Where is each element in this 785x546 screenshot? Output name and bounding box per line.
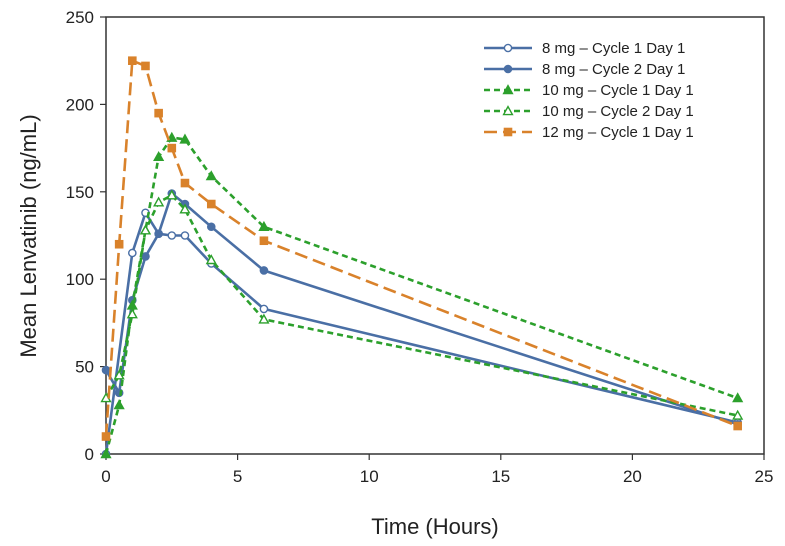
- legend-item: 8 mg – Cycle 2 Day 1: [484, 61, 685, 78]
- legend-marker: [502, 84, 514, 95]
- data-point: [153, 150, 165, 162]
- legend-label: 8 mg – Cycle 1 Day 1: [542, 40, 685, 57]
- data-point: [259, 236, 269, 246]
- data-point: [154, 229, 163, 239]
- y-tick-label: 150: [66, 183, 94, 202]
- data-point: [258, 313, 270, 324]
- data-point: [167, 143, 177, 153]
- series-1: [101, 208, 742, 459]
- data-point: [153, 196, 165, 207]
- y-tick-label: 0: [85, 445, 94, 464]
- y-axis-title: Mean Lenvatinib (ng/mL): [16, 114, 41, 357]
- series-line: [104, 194, 738, 417]
- legend-item: 10 mg – Cycle 2 Day 1: [484, 103, 694, 120]
- x-tick-label: 20: [623, 467, 642, 486]
- data-point: [179, 203, 191, 214]
- x-tick-label: 5: [233, 467, 242, 486]
- legend-marker: [503, 64, 513, 74]
- legend: 8 mg – Cycle 1 Day 1 8 mg – Cycle 2 Day 1…: [484, 40, 694, 141]
- series-5: [101, 56, 742, 441]
- data-point: [166, 189, 178, 200]
- data-point: [180, 231, 190, 240]
- y-tick-label: 50: [75, 358, 94, 377]
- y-axis-ticks: 0 50 100 150 200 250: [66, 8, 106, 464]
- data-point: [126, 308, 138, 319]
- data-point: [167, 231, 177, 240]
- data-point: [179, 133, 191, 144]
- data-point: [154, 108, 163, 118]
- data-point: [733, 421, 742, 431]
- series-line: [104, 136, 739, 455]
- data-point: [180, 178, 190, 188]
- data-point: [205, 254, 217, 265]
- data-point: [205, 170, 217, 181]
- data-point: [141, 61, 150, 71]
- series-line: [104, 211, 739, 455]
- legend-label: 10 mg – Cycle 2 Day 1: [542, 103, 694, 120]
- x-axis-ticks: 0 5 10 15 20 25: [101, 454, 773, 486]
- data-point: [113, 369, 125, 380]
- x-tick-label: 10: [360, 467, 379, 486]
- data-point: [101, 365, 111, 375]
- legend-marker: [503, 127, 513, 137]
- y-tick-label: 100: [66, 270, 94, 289]
- data-point: [128, 248, 137, 258]
- x-tick-label: 15: [491, 467, 510, 486]
- data-point: [101, 432, 111, 441]
- x-tick-label: 0: [101, 467, 110, 486]
- series-4: [100, 189, 744, 420]
- legend-label: 8 mg – Cycle 2 Day 1: [542, 61, 685, 78]
- data-point: [259, 266, 269, 275]
- legend-marker: [502, 105, 514, 116]
- series-layer: [100, 56, 744, 459]
- plot-area: [105, 16, 765, 455]
- y-tick-label: 250: [66, 8, 94, 27]
- data-point: [113, 399, 125, 410]
- series-3: [100, 131, 744, 459]
- legend-item: 12 mg – Cycle 1 Day 1: [484, 124, 694, 141]
- data-point: [732, 409, 744, 420]
- data-point: [128, 56, 137, 65]
- x-tick-label: 25: [755, 467, 774, 486]
- legend-label: 10 mg – Cycle 1 Day 1: [542, 82, 694, 99]
- legend-item: 8 mg – Cycle 1 Day 1: [484, 40, 685, 57]
- data-point: [258, 220, 270, 231]
- plot-frame: [105, 16, 765, 455]
- legend-marker: [503, 43, 513, 53]
- y-tick-label: 200: [66, 95, 94, 114]
- legend-item: 10 mg – Cycle 1 Day 1: [484, 82, 694, 99]
- data-point: [206, 199, 216, 209]
- x-axis-title: Time (Hours): [371, 514, 499, 539]
- data-point: [139, 224, 152, 235]
- legend-label: 12 mg – Cycle 1 Day 1: [542, 124, 694, 141]
- data-point: [732, 392, 744, 403]
- data-point: [100, 448, 112, 459]
- data-point: [259, 304, 269, 314]
- data-point: [206, 222, 216, 232]
- series-2: [101, 189, 742, 429]
- data-point: [114, 239, 124, 249]
- series-line: [104, 59, 739, 437]
